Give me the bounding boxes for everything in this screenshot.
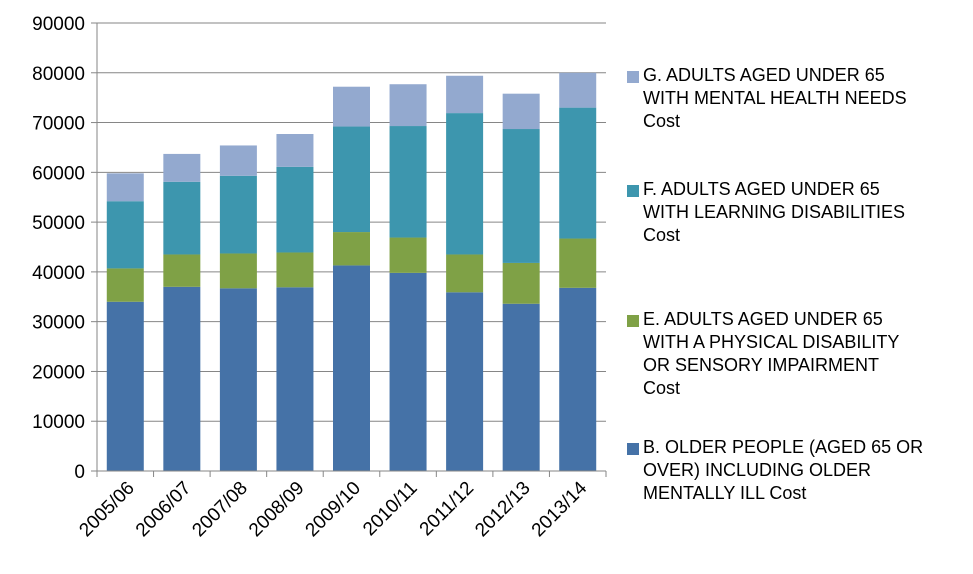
y-tick-label: 50000	[32, 213, 85, 234]
bar-segment-b	[446, 292, 484, 471]
bar-segment-f	[389, 126, 427, 238]
bar-segment-b	[276, 287, 314, 471]
bar-segment-e	[559, 238, 597, 288]
bar-segment-g	[106, 173, 144, 202]
bar-segment-f	[446, 113, 484, 255]
x-tick-label: 2010/11	[359, 478, 421, 540]
bar-segment-e	[276, 252, 314, 288]
legend-swatch-f	[627, 185, 639, 197]
bar-segment-f	[163, 181, 201, 255]
legend-item-b: B. OLDER PEOPLE (AGED 65 OR OVER) INCLUD…	[627, 436, 973, 505]
bar-segment-g	[163, 153, 201, 182]
bar-segment-g	[502, 93, 540, 130]
y-tick-label: 40000	[32, 263, 85, 284]
x-tick-label: 2009/10	[302, 478, 365, 541]
y-tick-label: 0	[74, 462, 85, 483]
bar-segment-e	[389, 237, 427, 273]
bar-segment-f	[502, 129, 540, 263]
x-tick-label: 2005/06	[75, 478, 138, 541]
bar-segment-g	[333, 86, 370, 127]
bar-segment-b	[219, 288, 257, 471]
legend-label-g: G. ADULTS AGED UNDER 65 WITH MENTAL HEAL…	[643, 65, 907, 131]
bar-segment-b	[163, 286, 201, 471]
bar-segment-b	[559, 287, 597, 471]
y-tick-label: 20000	[32, 362, 85, 383]
bar-segment-b	[502, 303, 540, 471]
x-tick-label: 2011/12	[416, 478, 478, 540]
bar-segment-e	[333, 232, 370, 266]
bar-segment-f	[106, 201, 144, 269]
x-tick-label: 2012/13	[471, 478, 534, 541]
y-tick-label: 10000	[32, 412, 85, 433]
x-tick-label: 2006/07	[132, 478, 195, 541]
y-tick-label: 30000	[32, 313, 85, 334]
bar-segment-e	[106, 268, 144, 302]
stacked-bar-chart: 0 10000 20000 30000 40000 50000 60000 70000 8000…	[32, 14, 607, 541]
legend-swatch-b	[627, 443, 639, 455]
bar-segment-f	[559, 107, 597, 239]
x-tick-label: 2007/08	[189, 478, 252, 541]
x-tick-label: 2008/09	[245, 478, 308, 541]
legend-label-b: B. OLDER PEOPLE (AGED 65 OR OVER) INCLUD…	[643, 437, 924, 503]
bar-segment-f	[333, 126, 370, 233]
chart-legend: G. ADULTS AGED UNDER 65 WITH MENTAL HEAL…	[627, 0, 973, 574]
bar-segment-e	[219, 253, 257, 289]
legend-swatch-e	[627, 315, 639, 327]
bar-segment-e	[163, 254, 201, 287]
bar-segment-b	[333, 265, 370, 471]
legend-label-e: E. ADULTS AGED UNDER 65 WITH A PHYSICAL …	[643, 309, 900, 398]
y-tick-label: 60000	[32, 163, 85, 184]
bar-segment-g	[276, 134, 314, 167]
bar-segment-g	[389, 84, 427, 127]
legend-swatch-g	[627, 71, 639, 83]
bar-segment-g	[219, 145, 257, 176]
bar-segment-g	[446, 75, 484, 114]
bar-segment-f	[276, 166, 314, 253]
legend-item-f: F. ADULTS AGED UNDER 65 WITH LEARNING DI…	[627, 178, 973, 247]
bar-segment-g	[559, 72, 597, 108]
bar-segment-b	[106, 301, 144, 471]
y-tick-label: 70000	[32, 114, 85, 135]
bar-segment-e	[502, 262, 540, 304]
x-tick-label: 2013/14	[528, 477, 592, 541]
bar-segment-e	[446, 254, 484, 293]
legend-label-f: F. ADULTS AGED UNDER 65 WITH LEARNING DI…	[643, 179, 906, 245]
bar-segment-f	[219, 175, 257, 254]
y-tick-label: 80000	[32, 64, 85, 85]
bar-segment-b	[389, 272, 427, 471]
y-tick-label: 90000	[32, 14, 85, 35]
legend-item-g: G. ADULTS AGED UNDER 65 WITH MENTAL HEAL…	[627, 64, 973, 133]
legend-item-e: E. ADULTS AGED UNDER 65 WITH A PHYSICAL …	[627, 308, 973, 400]
